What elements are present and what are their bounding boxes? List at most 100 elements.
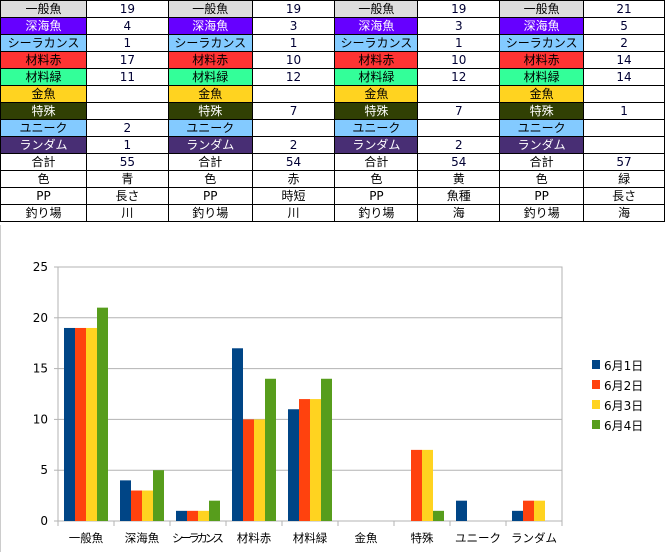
value-cell[interactable]: 11 xyxy=(85,68,169,86)
footer-label-cell[interactable]: 釣り場 xyxy=(334,204,419,222)
value-cell[interactable]: 4 xyxy=(85,17,169,35)
category-label-cell[interactable]: 深海魚 xyxy=(167,17,253,35)
category-label-cell[interactable]: 材料赤 xyxy=(167,51,253,69)
value-cell[interactable]: 10 xyxy=(417,51,501,69)
footer-label-cell[interactable]: 合計 xyxy=(0,153,87,171)
value-cell[interactable] xyxy=(251,85,336,103)
category-label-cell[interactable]: 金魚 xyxy=(499,85,585,103)
footer-label-cell[interactable]: 合計 xyxy=(334,153,419,171)
category-label-cell[interactable]: ランダム xyxy=(167,136,253,154)
value-cell[interactable]: 12 xyxy=(417,68,501,86)
footer-value-cell[interactable]: 黄 xyxy=(417,170,501,188)
value-cell[interactable]: 19 xyxy=(251,0,336,18)
category-label-cell[interactable]: 金魚 xyxy=(334,85,419,103)
footer-value-cell[interactable]: 時短 xyxy=(251,187,336,205)
value-cell[interactable]: 17 xyxy=(85,51,169,69)
category-label-cell[interactable]: 一般魚 xyxy=(167,0,253,18)
category-label-cell[interactable]: 一般魚 xyxy=(0,0,87,18)
category-label-cell[interactable]: 材料赤 xyxy=(499,51,585,69)
category-label-cell[interactable]: シーラカンス xyxy=(0,34,87,52)
value-cell[interactable]: 14 xyxy=(583,68,665,86)
value-cell[interactable]: 19 xyxy=(85,0,169,18)
footer-value-cell[interactable]: 魚種 xyxy=(417,187,501,205)
category-label-cell[interactable]: 材料緑 xyxy=(334,68,419,86)
footer-label-cell[interactable]: 釣り場 xyxy=(499,204,585,222)
category-label-cell[interactable]: ユニーク xyxy=(0,119,87,137)
footer-value-cell[interactable]: 54 xyxy=(417,153,501,171)
footer-label-cell[interactable]: PP xyxy=(334,187,419,205)
category-label-cell[interactable]: 深海魚 xyxy=(0,17,87,35)
value-cell[interactable]: 1 xyxy=(85,136,169,154)
footer-label-cell[interactable]: 色 xyxy=(167,170,253,188)
category-label-cell[interactable]: シーラカンス xyxy=(499,34,585,52)
category-label-cell[interactable]: 金魚 xyxy=(0,85,87,103)
value-cell[interactable]: 2 xyxy=(85,119,169,137)
value-cell[interactable]: 3 xyxy=(417,17,501,35)
category-label-cell[interactable]: ランダム xyxy=(334,136,419,154)
value-cell[interactable]: 5 xyxy=(583,17,665,35)
category-label-cell[interactable]: 一般魚 xyxy=(334,0,419,18)
category-label-cell[interactable]: 材料緑 xyxy=(499,68,585,86)
value-cell[interactable]: 7 xyxy=(251,102,336,120)
category-label-cell[interactable]: 材料緑 xyxy=(167,68,253,86)
value-cell[interactable]: 3 xyxy=(251,17,336,35)
value-cell[interactable] xyxy=(251,119,336,137)
value-cell[interactable]: 2 xyxy=(251,136,336,154)
value-cell[interactable] xyxy=(417,85,501,103)
value-cell[interactable]: 1 xyxy=(583,102,665,120)
footer-value-cell[interactable]: 川 xyxy=(85,204,169,222)
value-cell[interactable]: 2 xyxy=(583,34,665,52)
footer-label-cell[interactable]: 合計 xyxy=(167,153,253,171)
value-cell[interactable]: 1 xyxy=(251,34,336,52)
value-cell[interactable] xyxy=(583,136,665,154)
value-cell[interactable] xyxy=(417,119,501,137)
value-cell[interactable]: 10 xyxy=(251,51,336,69)
value-cell[interactable] xyxy=(583,85,665,103)
category-label-cell[interactable]: 材料緑 xyxy=(0,68,87,86)
footer-label-cell[interactable]: PP xyxy=(167,187,253,205)
category-label-cell[interactable]: ランダム xyxy=(0,136,87,154)
footer-value-cell[interactable]: 55 xyxy=(85,153,169,171)
footer-label-cell[interactable]: 釣り場 xyxy=(167,204,253,222)
category-label-cell[interactable]: 特殊 xyxy=(0,102,87,120)
footer-label-cell[interactable]: 釣り場 xyxy=(0,204,87,222)
value-cell[interactable] xyxy=(85,85,169,103)
value-cell[interactable]: 2 xyxy=(417,136,501,154)
category-label-cell[interactable]: 材料赤 xyxy=(0,51,87,69)
category-label-cell[interactable]: 深海魚 xyxy=(499,17,585,35)
footer-label-cell[interactable]: 合計 xyxy=(499,153,585,171)
category-label-cell[interactable]: 金魚 xyxy=(167,85,253,103)
footer-value-cell[interactable]: 青 xyxy=(85,170,169,188)
category-label-cell[interactable]: ユニーク xyxy=(334,119,419,137)
category-label-cell[interactable]: ランダム xyxy=(499,136,585,154)
footer-value-cell[interactable]: 海 xyxy=(583,204,665,222)
footer-label-cell[interactable]: 色 xyxy=(0,170,87,188)
value-cell[interactable]: 12 xyxy=(251,68,336,86)
footer-value-cell[interactable]: 緑 xyxy=(583,170,665,188)
category-label-cell[interactable]: 特殊 xyxy=(499,102,585,120)
footer-label-cell[interactable]: PP xyxy=(0,187,87,205)
category-label-cell[interactable]: シーラカンス xyxy=(334,34,419,52)
category-label-cell[interactable]: 一般魚 xyxy=(499,0,585,18)
value-cell[interactable]: 19 xyxy=(417,0,501,18)
category-label-cell[interactable]: 特殊 xyxy=(334,102,419,120)
footer-label-cell[interactable]: PP xyxy=(499,187,585,205)
value-cell[interactable] xyxy=(583,119,665,137)
footer-value-cell[interactable]: 赤 xyxy=(251,170,336,188)
category-label-cell[interactable]: 特殊 xyxy=(167,102,253,120)
value-cell[interactable]: 1 xyxy=(417,34,501,52)
footer-value-cell[interactable]: 長さ xyxy=(85,187,169,205)
footer-label-cell[interactable]: 色 xyxy=(334,170,419,188)
value-cell[interactable]: 1 xyxy=(85,34,169,52)
category-label-cell[interactable]: ユニーク xyxy=(167,119,253,137)
category-label-cell[interactable]: 深海魚 xyxy=(334,17,419,35)
value-cell[interactable]: 7 xyxy=(417,102,501,120)
value-cell[interactable]: 14 xyxy=(583,51,665,69)
footer-value-cell[interactable]: 54 xyxy=(251,153,336,171)
category-label-cell[interactable]: シーラカンス xyxy=(167,34,253,52)
footer-value-cell[interactable]: 長さ xyxy=(583,187,665,205)
footer-value-cell[interactable]: 57 xyxy=(583,153,665,171)
category-label-cell[interactable]: 材料赤 xyxy=(334,51,419,69)
value-cell[interactable]: 21 xyxy=(583,0,665,18)
footer-value-cell[interactable]: 海 xyxy=(417,204,501,222)
